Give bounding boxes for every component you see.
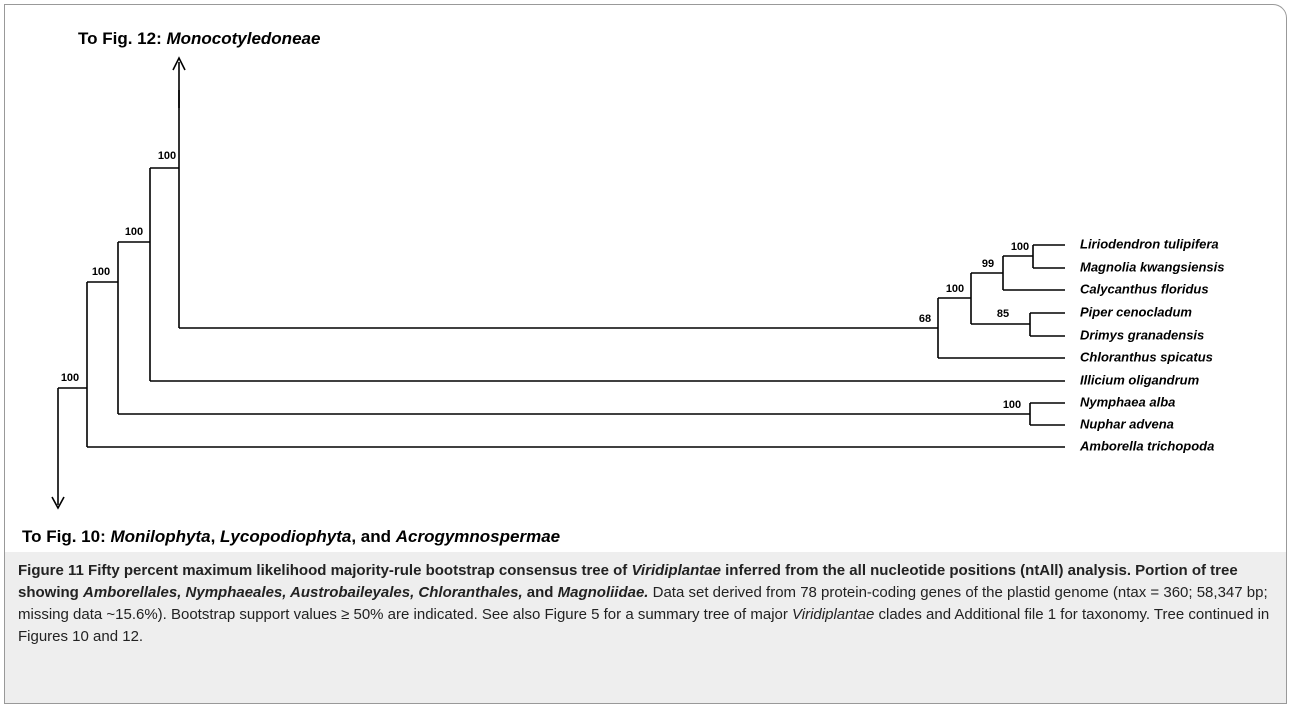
label-run: Monilophyta [110, 527, 210, 546]
branches [51, 56, 1065, 510]
tip-label: Illicium oligandrum [1080, 372, 1200, 387]
label-run: , and [351, 527, 395, 546]
support-value: 100 [61, 372, 79, 384]
support-value: 99 [982, 258, 994, 270]
tree: To Fig. 12: Monocotyledoneae To Fig. 10:… [22, 29, 1225, 546]
caption-run: and [522, 584, 558, 601]
tip-label: Amborella trichopoda [1079, 438, 1214, 453]
top-label: To Fig. 12: Monocotyledoneae [78, 29, 320, 48]
caption-run: Amborellales, Nymphaeales, Austrobaileya… [83, 584, 523, 601]
label-run: To Fig. 12: [78, 29, 166, 48]
tip-label: Calycanthus floridus [1080, 281, 1209, 296]
support-value: 68 [919, 313, 931, 325]
tip-label: Chloranthus spicatus [1080, 349, 1213, 364]
label-run: To Fig. 10: [22, 527, 110, 546]
support-value: 100 [1011, 241, 1029, 253]
tip-label: Nuphar advena [1080, 416, 1174, 431]
caption-run: Data set derived from 78 protein-coding … [18, 584, 1268, 623]
support-value: 100 [158, 150, 176, 162]
label-run: Lycopodiophyta [220, 527, 351, 546]
tip-label: Nymphaea alba [1080, 394, 1175, 409]
tip-label: Magnolia kwangsiensis [1080, 259, 1225, 274]
support-value: 100 [125, 226, 143, 238]
label-run: , [211, 527, 220, 546]
caption-run: Viridiplantae [631, 562, 721, 579]
support-value: 85 [997, 308, 1009, 320]
label-run: Monocotyledoneae [166, 29, 320, 48]
support-value: 100 [92, 266, 110, 278]
tip-label: Drimys granadensis [1080, 327, 1204, 342]
caption: Figure 11 Fifty percent maximum likeliho… [18, 560, 1273, 648]
caption-run: Figure 11 Fifty percent maximum likeliho… [18, 562, 632, 579]
caption-run: clades and Additional file 1 for taxonom… [18, 606, 1270, 645]
tip-label: Piper cenocladum [1080, 304, 1192, 319]
support-value: 100 [1003, 399, 1021, 411]
caption-run: Magnoliidae. [557, 584, 649, 601]
label-run: Acrogymnospermae [395, 527, 560, 546]
bottom-label: To Fig. 10: Monilophyta, Lycopodiophyta,… [22, 527, 560, 546]
caption-background [5, 552, 1286, 703]
support-value: 100 [946, 283, 964, 295]
figure-frame [4, 4, 1287, 704]
tip-label: Liriodendron tulipifera [1080, 236, 1219, 251]
caption-run: inferred from the all nucleotide positio… [18, 562, 1238, 601]
caption-run: Viridiplantae [792, 606, 875, 623]
